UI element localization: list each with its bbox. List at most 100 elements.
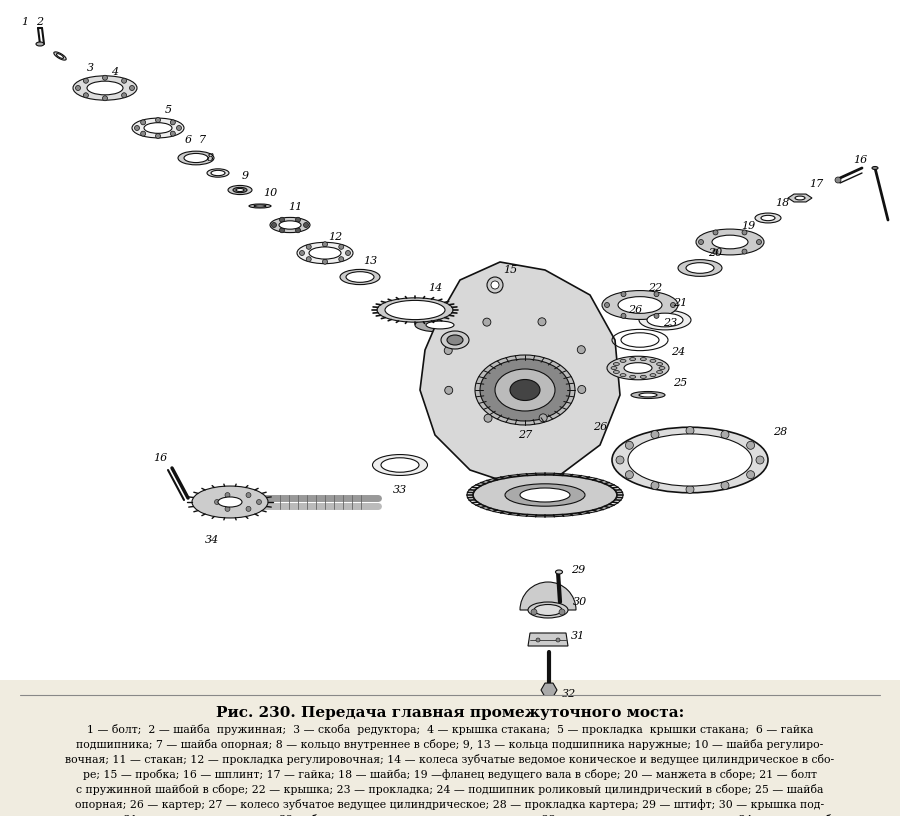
Polygon shape [788, 194, 812, 202]
Text: 18: 18 [775, 198, 789, 208]
Ellipse shape [233, 188, 247, 193]
Circle shape [654, 291, 659, 297]
Ellipse shape [618, 297, 662, 313]
Ellipse shape [611, 366, 617, 370]
Ellipse shape [236, 188, 244, 192]
Ellipse shape [270, 217, 310, 233]
Text: вочная; 11 — стакан; 12 — прокладка регулировочная; 14 — колеса зубчатые ведомое: вочная; 11 — стакан; 12 — прокладка регу… [66, 754, 834, 765]
Circle shape [713, 249, 718, 254]
Circle shape [651, 431, 659, 438]
Circle shape [346, 251, 350, 255]
Circle shape [742, 249, 747, 254]
Circle shape [84, 93, 88, 98]
Text: 21: 21 [673, 298, 687, 308]
Text: 1: 1 [22, 17, 29, 27]
Polygon shape [528, 633, 568, 646]
Text: Рис. 230. Передача главная промежуточного моста:: Рис. 230. Передача главная промежуточног… [216, 706, 684, 720]
Circle shape [757, 240, 761, 245]
Ellipse shape [520, 488, 570, 502]
Ellipse shape [620, 374, 626, 377]
Ellipse shape [657, 370, 662, 374]
Text: 9: 9 [241, 171, 248, 181]
Circle shape [626, 441, 634, 450]
Ellipse shape [441, 331, 469, 349]
Circle shape [747, 441, 754, 450]
Ellipse shape [309, 247, 341, 259]
Text: 16: 16 [153, 453, 167, 463]
Ellipse shape [381, 458, 419, 472]
Text: 13: 13 [363, 256, 377, 266]
Circle shape [300, 251, 304, 255]
Circle shape [578, 385, 586, 393]
Ellipse shape [473, 475, 617, 515]
Ellipse shape [686, 263, 714, 273]
Text: опорная; 26 — картер; 27 — колесо зубчатое ведущее цилиндрическое; 28 — прокладк: опорная; 26 — картер; 27 — колесо зубчат… [76, 799, 824, 810]
Circle shape [122, 78, 127, 83]
Text: с пружинной шайбой в сборе; 22 — крышка; 23 — прокладка; 24 — подшипник роликовы: с пружинной шайбой в сборе; 22 — крышка;… [76, 784, 824, 795]
Ellipse shape [192, 486, 268, 518]
Ellipse shape [480, 359, 570, 421]
Text: 25: 25 [673, 378, 687, 388]
Circle shape [295, 228, 301, 233]
Text: 31: 31 [571, 631, 585, 641]
Ellipse shape [426, 321, 454, 329]
Circle shape [76, 86, 80, 91]
Text: подшипника; 7 — шайба опорная; 8 — кольцо внутреннее в сборе; 9, 13 — кольца под: подшипника; 7 — шайба опорная; 8 — кольц… [76, 739, 824, 750]
Circle shape [487, 277, 503, 293]
Circle shape [445, 386, 453, 394]
Ellipse shape [650, 374, 656, 377]
Circle shape [134, 126, 140, 131]
Ellipse shape [528, 602, 568, 618]
Circle shape [654, 313, 659, 318]
Ellipse shape [628, 434, 752, 486]
Ellipse shape [415, 318, 465, 332]
Circle shape [322, 242, 328, 246]
Ellipse shape [249, 204, 271, 208]
Text: 26: 26 [593, 422, 608, 432]
Ellipse shape [212, 492, 264, 512]
Circle shape [103, 75, 107, 80]
Bar [0, 0, 900, 680]
Ellipse shape [612, 428, 768, 493]
Circle shape [721, 431, 729, 438]
Circle shape [698, 240, 704, 245]
Circle shape [306, 244, 311, 250]
Ellipse shape [624, 362, 652, 374]
Text: 7: 7 [198, 135, 205, 145]
Ellipse shape [132, 118, 184, 138]
Ellipse shape [761, 215, 775, 220]
Circle shape [713, 230, 718, 235]
Ellipse shape [57, 54, 64, 59]
Text: 14: 14 [428, 283, 442, 293]
Text: 4: 4 [112, 67, 119, 77]
Circle shape [156, 134, 160, 139]
Ellipse shape [712, 235, 748, 249]
Text: 10: 10 [263, 188, 277, 198]
Ellipse shape [211, 171, 225, 175]
Ellipse shape [602, 290, 678, 319]
Circle shape [225, 507, 230, 512]
Text: 33: 33 [393, 485, 407, 495]
Ellipse shape [505, 484, 585, 506]
Ellipse shape [178, 151, 214, 165]
Circle shape [747, 471, 754, 479]
Ellipse shape [54, 52, 67, 60]
Ellipse shape [639, 310, 691, 330]
Text: 2: 2 [36, 17, 43, 27]
Circle shape [686, 486, 694, 494]
Ellipse shape [254, 205, 266, 207]
Ellipse shape [279, 221, 301, 229]
Circle shape [130, 86, 134, 91]
Circle shape [214, 499, 220, 504]
Circle shape [246, 507, 251, 512]
Circle shape [256, 499, 262, 504]
Circle shape [322, 259, 328, 264]
Text: 24: 24 [670, 347, 685, 357]
Ellipse shape [795, 196, 805, 200]
Circle shape [306, 257, 311, 262]
Circle shape [531, 609, 537, 615]
Ellipse shape [630, 357, 635, 361]
Circle shape [272, 223, 276, 228]
Ellipse shape [607, 357, 669, 379]
Text: 6: 6 [184, 135, 192, 145]
